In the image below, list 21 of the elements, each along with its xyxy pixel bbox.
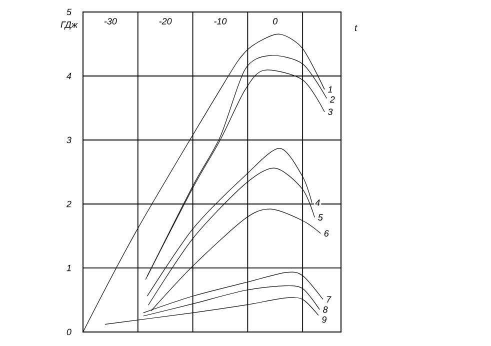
series-label: 7 [327, 296, 332, 302]
x-tick-label: -10 [214, 18, 227, 24]
series-label: 2 [330, 96, 335, 103]
x-tick-label: -20 [159, 18, 172, 24]
y-tick-label: 2 [66, 200, 72, 208]
y-axis-title: ГДж [60, 22, 78, 30]
series-label: 1 [328, 86, 332, 93]
series-label: 9 [322, 316, 327, 323]
series-label: 5 [318, 214, 323, 221]
series-label: 4 [315, 200, 320, 206]
y-tick-label: 3 [66, 136, 72, 144]
series-label: 3 [328, 108, 333, 116]
series-label: 8 [323, 306, 328, 313]
y-tick-label: 0 [66, 328, 72, 336]
y-tick-label: 5 [66, 8, 72, 16]
x-tick-label: 0 [273, 18, 278, 24]
y-tick-label: 4 [66, 72, 72, 80]
x-axis-title: t [354, 25, 358, 31]
series-label: 6 [324, 230, 329, 237]
y-tick-label: 1 [66, 264, 71, 272]
x-tick-label: -30 [104, 18, 117, 24]
